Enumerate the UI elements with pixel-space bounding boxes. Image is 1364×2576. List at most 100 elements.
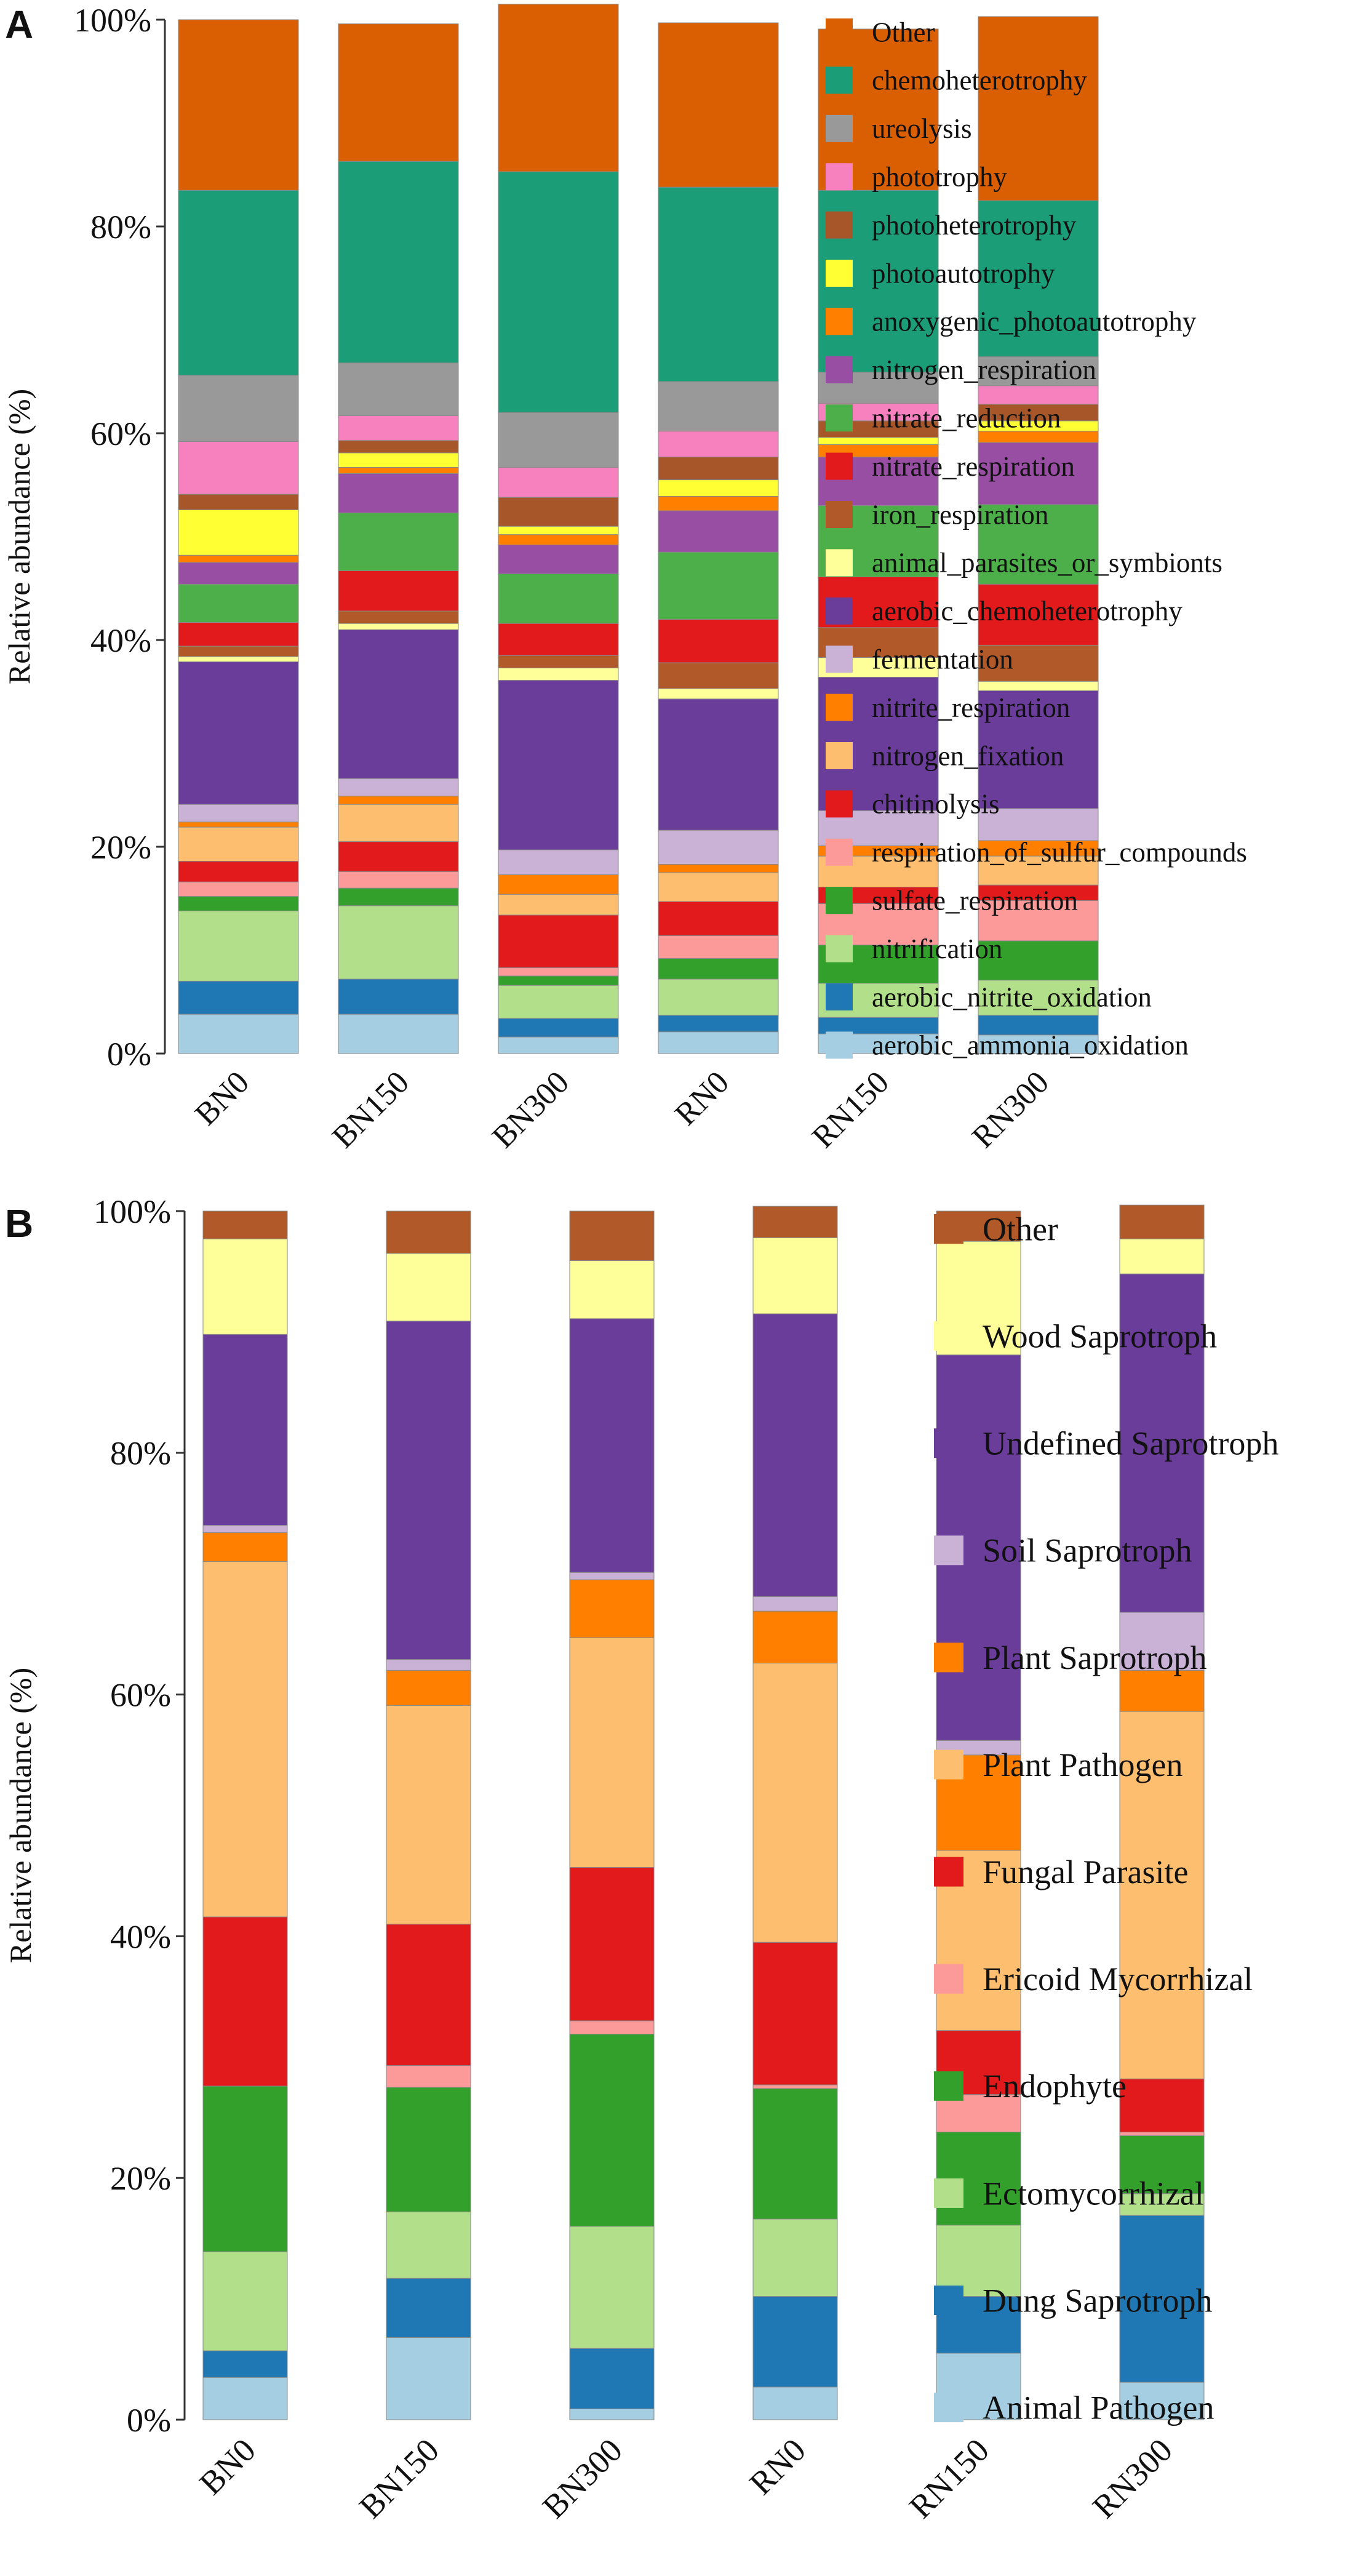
legend-label: nitrification	[872, 934, 1002, 964]
bar-segment-aerobic-ammonia-oxidation-rn0	[658, 1031, 779, 1054]
bar-segment-dung-saprotroph-bn150	[386, 2278, 471, 2338]
bar-segment-endophyte-bn0	[202, 2086, 288, 2252]
bar-segment-other-bn150	[338, 23, 459, 162]
y-tick-label: 60%	[90, 415, 151, 452]
bar-segment-other-bn300	[569, 1210, 655, 1262]
bar-segment-dung-saprotroph-bn0	[202, 2350, 288, 2378]
bar-segment-photoautotrophy-rn0	[658, 479, 779, 497]
bar-segment-nitrogen-respiration-bn150	[338, 473, 459, 513]
legend-label: Other	[872, 17, 935, 47]
bar-segment-ericoid-mycorrhizal-rn150	[936, 2094, 1021, 2133]
bar-segment-aerobic-ammonia-oxidation-bn300	[498, 1036, 619, 1054]
bar-segment-nitrification-bn0	[178, 910, 299, 982]
bar-segment-chitinolysis-bn0	[178, 861, 299, 882]
legend-swatch	[934, 1964, 963, 1994]
bar-segment-sulfate-respiration-bn300	[498, 975, 619, 986]
bar-segment-phototrophy-rn300	[978, 385, 1099, 405]
bar-segment-aerobic-nitrite-oxidation-bn150	[338, 978, 459, 1015]
bar-segment-undefined-saprotroph-bn0	[202, 1334, 288, 1526]
bar-segment-nitrite-respiration-rn0	[658, 864, 779, 873]
bar-segment-wood-saprotroph-rn300	[1119, 1238, 1205, 1274]
legend-swatch	[826, 597, 853, 625]
bar-segment-other-bn300	[498, 4, 619, 172]
bar-segment-ectomycorrhizal-bn300	[569, 2226, 655, 2349]
bar-segment-chemoheterotrophy-bn0	[178, 190, 299, 376]
bar-segment-nitrate-respiration-rn300	[978, 583, 1099, 646]
legend-label: photoheterotrophy	[872, 210, 1077, 241]
bar-segment-nitrate-reduction-bn150	[338, 512, 459, 571]
bar-segment-nitrification-bn300	[498, 985, 619, 1019]
bar-segment-respiration-of-sulfur-compounds-bn300	[498, 967, 619, 977]
legend-swatch	[826, 983, 853, 1010]
bar-segment-plant-pathogen-bn0	[202, 1561, 288, 1918]
bar-segment-other-rn300	[1119, 1204, 1205, 1239]
legend-label: Dung Saprotroph	[983, 2282, 1212, 2319]
legend-swatch	[826, 694, 853, 721]
legend-swatch	[826, 1031, 853, 1059]
bar-segment-respiration-of-sulfur-compounds-rn0	[658, 935, 779, 959]
bar-segment-sulfate-respiration-rn0	[658, 958, 779, 980]
bar-segment-chemoheterotrophy-bn300	[498, 171, 619, 413]
bar-segment-fermentation-bn150	[338, 778, 459, 797]
legend-swatch	[826, 114, 853, 142]
bar-segment-soil-saprotroph-rn0	[752, 1596, 838, 1612]
legend-swatch	[826, 452, 853, 480]
legend-swatch	[826, 935, 853, 962]
bar-segment-aerobic-chemoheterotrophy-rn300	[978, 690, 1099, 809]
bar-segment-iron-respiration-rn0	[658, 662, 779, 689]
bar-segment-dung-saprotroph-bn300	[569, 2348, 655, 2409]
bar-segment-nitrate-reduction-bn300	[498, 573, 619, 624]
bar-segment-chemoheterotrophy-bn150	[338, 161, 459, 364]
legend-label: Fungal Parasite	[983, 1854, 1188, 1890]
legend-label: chemoheterotrophy	[872, 65, 1087, 96]
bar-segment-wood-saprotroph-rn0	[752, 1237, 838, 1314]
bar-segment-ectomycorrhizal-bn0	[202, 2251, 288, 2351]
bar-segment-ericoid-mycorrhizal-rn0	[752, 2084, 838, 2089]
bar-segment-endophyte-rn0	[752, 2088, 838, 2220]
bar-segment-other-rn300	[978, 16, 1099, 201]
bar-segment-chemoheterotrophy-rn300	[978, 200, 1099, 358]
legend-swatch	[934, 1535, 963, 1566]
bar-segment-aerobic-chemoheterotrophy-bn150	[338, 629, 459, 779]
bar-segment-plant-saprotroph-bn150	[386, 1670, 471, 1706]
bar-segment-photoheterotrophy-rn300	[978, 404, 1099, 422]
legend-swatch	[934, 1321, 963, 1351]
legend-swatch	[934, 1428, 963, 1458]
bar-segment-anoxygenic-photoautotrophy-rn0	[658, 495, 779, 511]
legend-label: photoautotrophy	[872, 258, 1055, 289]
legend-label: Ectomycorrhizal	[983, 2175, 1204, 2212]
bar-segment-nitrate-respiration-bn300	[498, 623, 619, 656]
bar-segment-nitrite-respiration-bn150	[338, 796, 459, 805]
bar-segment-anoxygenic-photoautotrophy-bn150	[338, 466, 459, 474]
bar-segment-nitrogen-respiration-rn0	[658, 510, 779, 553]
bar-segment-sulfate-respiration-bn150	[338, 887, 459, 906]
bar-segment-fungal-parasite-bn0	[202, 1916, 288, 2087]
bar-segment-nitrite-respiration-rn300	[978, 840, 1099, 857]
legend-label: iron_respiration	[872, 499, 1048, 530]
bar-segment-nitrate-respiration-bn150	[338, 570, 459, 612]
bar-segment-nitrogen-fixation-bn150	[338, 804, 459, 842]
bar-segment-soil-saprotroph-rn300	[1119, 1612, 1205, 1671]
bar-segment-aerobic-ammonia-oxidation-bn0	[178, 1014, 299, 1054]
bar-segment-other-bn150	[386, 1210, 471, 1254]
x-tick-label: BN150	[325, 1065, 416, 1155]
x-tick-label: RN0	[668, 1065, 736, 1132]
bar-segment-fermentation-rn300	[978, 808, 1099, 841]
legend-swatch	[934, 2286, 963, 2315]
bar-segment-respiration-of-sulfur-compounds-bn0	[178, 881, 299, 897]
bar-segment-phototrophy-bn150	[338, 415, 459, 441]
legend-label: Endophyte	[983, 2068, 1127, 2105]
x-tick-label: BN0	[188, 1065, 256, 1132]
bar-segment-photoheterotrophy-rn0	[658, 457, 779, 481]
legend-swatch	[826, 18, 853, 46]
x-tick-label: RN0	[742, 2431, 813, 2502]
bar-segment-soil-saprotroph-bn0	[202, 1525, 288, 1533]
bar-segment-sulfate-respiration-bn0	[178, 896, 299, 911]
legend-label: aerobic_ammonia_oxidation	[872, 1030, 1189, 1061]
y-tick-label: 100%	[94, 1193, 171, 1230]
bar-segment-dung-saprotroph-rn0	[752, 2296, 838, 2388]
bar-segment-dung-saprotroph-rn300	[1119, 2215, 1205, 2383]
bar-segment-ureolysis-bn0	[178, 375, 299, 442]
bar-segment-ectomycorrhizal-rn150	[936, 2225, 1021, 2297]
legend-swatch	[826, 66, 853, 94]
